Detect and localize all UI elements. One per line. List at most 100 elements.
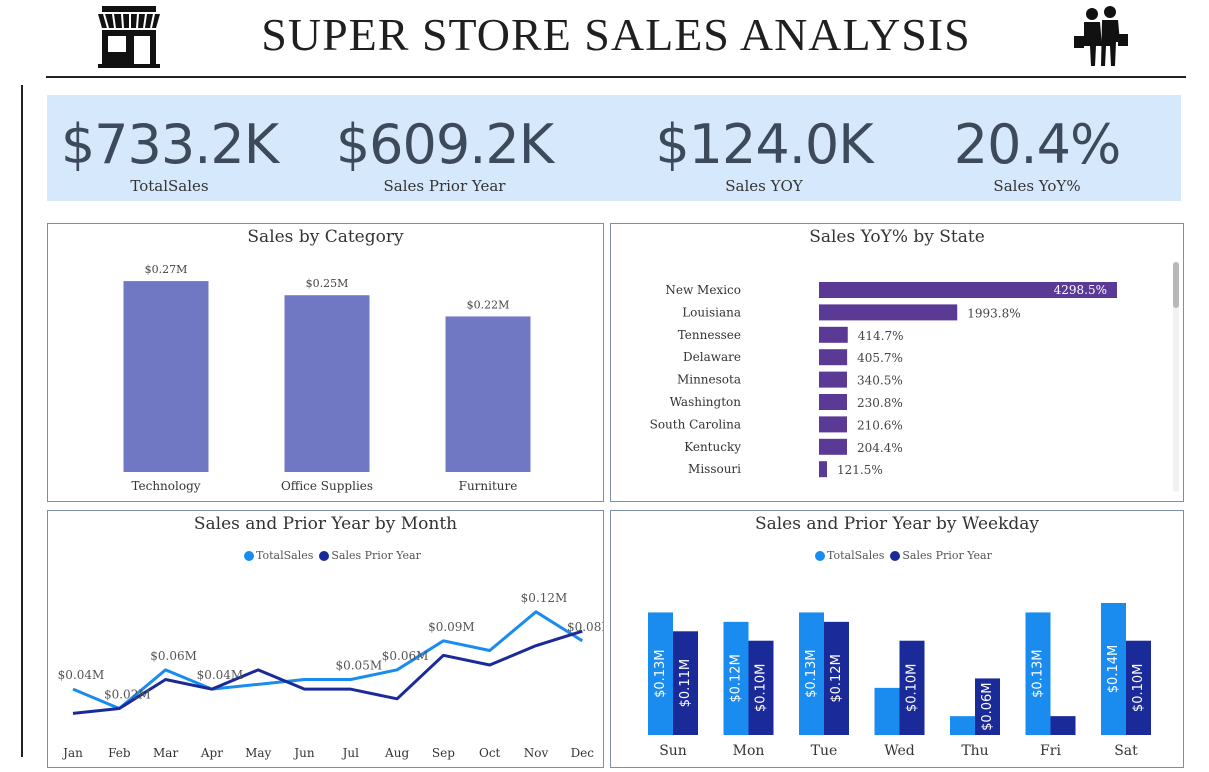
month-tick-label: Sep bbox=[432, 746, 455, 760]
store-icon bbox=[98, 6, 160, 68]
data-label: $0.06M bbox=[980, 682, 995, 730]
data-label: $0.06M bbox=[150, 649, 197, 663]
data-label: 414.7% bbox=[858, 329, 904, 343]
kpi-sales-yoy: $124.0K Sales YOY bbox=[639, 95, 889, 201]
data-label: 230.8% bbox=[857, 396, 903, 410]
state-bar bbox=[819, 326, 848, 343]
legend-item-prior[interactable]: Sales Prior Year bbox=[319, 549, 421, 562]
state-bar bbox=[819, 461, 827, 478]
total-sales-bar bbox=[874, 687, 900, 735]
prior-year-bar bbox=[899, 640, 925, 735]
total-sales-bar bbox=[723, 621, 749, 735]
weekday-bar-chart: $0.13M $0.11M Sun $0.12M $0.10M Mon $0.13M $0.1… bbox=[648, 603, 1151, 759]
left-divider bbox=[21, 85, 23, 757]
legend-item-total[interactable]: TotalSales bbox=[244, 549, 313, 562]
data-label: $0.27M bbox=[145, 263, 188, 276]
legend-item-prior[interactable]: Sales Prior Year bbox=[890, 549, 992, 562]
weekday-tick-label: Fri bbox=[1040, 743, 1061, 759]
chart-title: Sales and Prior Year by Month bbox=[193, 514, 458, 534]
data-label: 405.7% bbox=[857, 351, 903, 365]
chart-title: Sales by Category bbox=[247, 227, 404, 247]
legend-item-total[interactable]: TotalSales bbox=[815, 549, 884, 562]
data-label: $0.02M bbox=[104, 688, 151, 702]
month-tick-label: Jul bbox=[341, 746, 360, 760]
weekday-tick-label: Mon bbox=[733, 743, 765, 759]
total-sales-bar bbox=[1101, 603, 1126, 735]
scrollbar[interactable] bbox=[1173, 262, 1179, 492]
state-tick-label: New Mexico bbox=[665, 283, 741, 297]
data-label: 4298.5% bbox=[1054, 283, 1107, 297]
header: SUPER STORE SALES ANALYSIS bbox=[46, 0, 1186, 78]
month-tick-label: Mar bbox=[153, 746, 178, 760]
data-label: $0.22M bbox=[467, 298, 510, 311]
prior-year-bar bbox=[748, 640, 774, 735]
data-label: $0.06M bbox=[382, 649, 429, 663]
data-label: $0.13M bbox=[1031, 649, 1046, 697]
kpi-value: $733.2K bbox=[60, 113, 279, 176]
state-bar bbox=[819, 416, 847, 433]
data-label: 121.5% bbox=[837, 463, 883, 477]
data-label: $0.13M bbox=[653, 649, 668, 697]
scroll-thumb[interactable] bbox=[1173, 262, 1179, 308]
month-tick-label: Feb bbox=[108, 746, 131, 760]
data-label: $0.12M bbox=[729, 654, 744, 702]
category-tick-label: Technology bbox=[131, 479, 200, 493]
weekday-tick-label: Thu bbox=[961, 743, 988, 759]
state-bar bbox=[819, 394, 847, 410]
legend-dot bbox=[319, 550, 330, 561]
kpi-sales-prior-year: $609.2K Sales Prior Year bbox=[322, 95, 567, 201]
prior-year-bar bbox=[673, 631, 698, 735]
kpi-label: Sales Prior Year bbox=[383, 177, 506, 195]
data-label: $0.12M bbox=[521, 591, 568, 605]
state-bar bbox=[819, 371, 847, 388]
category-tick-label: Office Supplies bbox=[281, 479, 373, 493]
kpi-sales-yoy-percent: 20.4% Sales YoY% bbox=[937, 95, 1137, 201]
state-tick-label: Louisiana bbox=[682, 305, 741, 319]
data-label: $0.11M bbox=[678, 659, 693, 707]
legend-label: TotalSales bbox=[256, 549, 314, 562]
month-tick-label: Dec bbox=[571, 746, 595, 760]
chart-title: Sales and Prior Year by Weekday bbox=[754, 514, 1040, 534]
data-label: 340.5% bbox=[857, 374, 903, 388]
data-label: $0.10M bbox=[1131, 664, 1146, 712]
weekday-tick-label: Sat bbox=[1114, 743, 1138, 759]
month-tick-label: Aug bbox=[384, 746, 409, 760]
data-label: $0.10M bbox=[905, 664, 920, 712]
state-tick-label: Tennessee bbox=[678, 328, 741, 342]
data-label: $0.05M bbox=[335, 659, 382, 673]
prior-year-bar bbox=[824, 621, 849, 735]
data-label: 210.6% bbox=[857, 418, 903, 432]
kpi-value: $609.2K bbox=[335, 113, 554, 176]
data-label: $0.04M bbox=[58, 668, 105, 682]
state-tick-label: Washington bbox=[670, 395, 742, 409]
category-bar bbox=[445, 316, 531, 472]
total-sales-bar bbox=[950, 716, 975, 735]
data-label: 204.4% bbox=[857, 441, 903, 455]
state-tick-label: Kentucky bbox=[684, 440, 741, 454]
data-label: $0.04M bbox=[197, 668, 244, 682]
month-tick-label: Jan bbox=[61, 746, 83, 760]
total-sales-bar bbox=[799, 612, 824, 735]
month-tick-label: Nov bbox=[524, 746, 549, 760]
data-label: $0.09M bbox=[428, 620, 475, 634]
state-bar bbox=[819, 438, 847, 455]
legend-dot bbox=[815, 550, 825, 561]
kpi-label: TotalSales bbox=[130, 177, 209, 195]
state-tick-label: Delaware bbox=[683, 350, 741, 364]
legend-label: Sales Prior Year bbox=[331, 549, 421, 562]
state-tick-label: Missouri bbox=[688, 462, 741, 476]
state-bar bbox=[819, 304, 958, 321]
state-bar-chart: New Mexico 4298.5% Louisiana 1993.8% Tenness… bbox=[650, 282, 1117, 478]
kpi-value: $124.0K bbox=[655, 113, 873, 176]
month-tick-label: Oct bbox=[479, 746, 501, 760]
legend: TotalSales Sales Prior Year bbox=[244, 549, 421, 562]
kpi-total-sales: $733.2K TotalSales bbox=[47, 95, 292, 201]
state-bar bbox=[819, 349, 848, 366]
data-label: 1993.8% bbox=[967, 306, 1020, 320]
kpi-label: Sales YoY% bbox=[993, 177, 1081, 195]
kpi-value: 20.4% bbox=[953, 113, 1122, 176]
category-bar bbox=[123, 281, 209, 472]
data-label: $0.25M bbox=[306, 277, 349, 290]
state-bar bbox=[819, 282, 1117, 298]
month-line-chart: $0.04M$0.02M$0.06M$0.04M$0.05M$0.06M$0.0… bbox=[58, 591, 603, 760]
